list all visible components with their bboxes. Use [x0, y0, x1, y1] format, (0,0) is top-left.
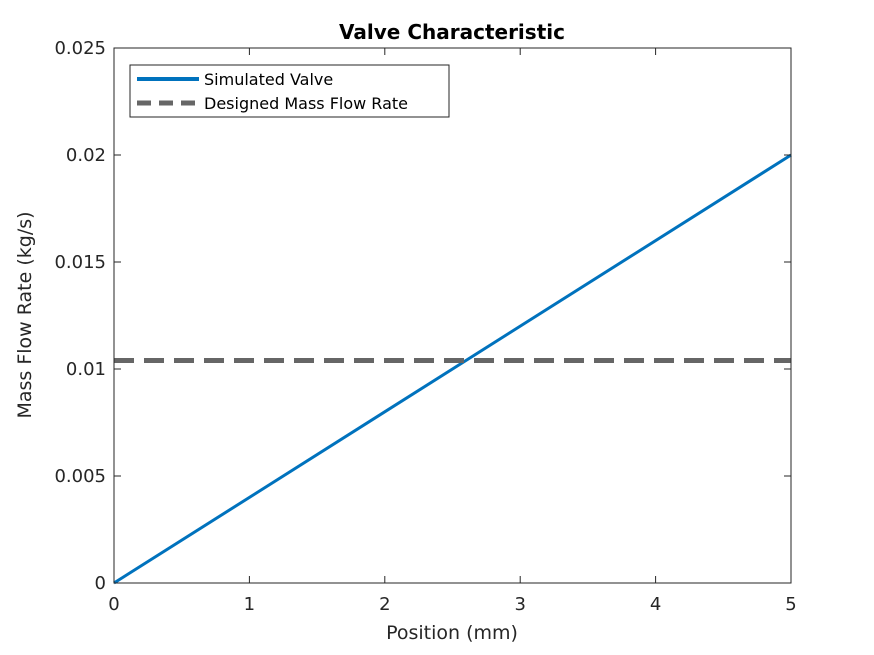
x-tick-label: 1: [244, 594, 255, 615]
legend-box: [129, 64, 450, 118]
y-tick-label: 0.015: [54, 252, 106, 273]
x-tick-label: 5: [785, 594, 796, 615]
y-axis: 0 0.005 0.01 0.015 0.02 0.025: [54, 38, 791, 594]
y-tick-label: 0.02: [66, 145, 106, 166]
x-tick-label: 3: [514, 594, 525, 615]
legend-label: Designed Mass Flow Rate: [204, 94, 408, 113]
x-tick-label: 2: [379, 594, 390, 615]
y-tick-label: 0.005: [54, 466, 106, 487]
plot-area: [114, 48, 791, 583]
x-tick-label: 4: [650, 594, 661, 615]
y-tick-label: 0: [95, 573, 106, 594]
series-layer: [113, 153, 792, 585]
x-axis: 0 1 2 3 4 5: [108, 48, 797, 615]
x-tick-label: 0: [108, 594, 119, 615]
legend: Simulated Valve Designed Mass Flow Rate: [129, 64, 450, 118]
y-tick-label: 0.025: [54, 38, 106, 59]
y-axis-label: Mass Flow Rate (kg/s): [14, 211, 36, 418]
x-axis-label: Position (mm): [386, 622, 518, 644]
plot-frame: [113, 47, 792, 584]
chart-title: Valve Characteristic: [339, 20, 565, 44]
series-line-simulated-valve: [113, 153, 792, 585]
y-tick-label: 0.01: [66, 359, 106, 380]
legend-label: Simulated Valve: [204, 70, 333, 89]
